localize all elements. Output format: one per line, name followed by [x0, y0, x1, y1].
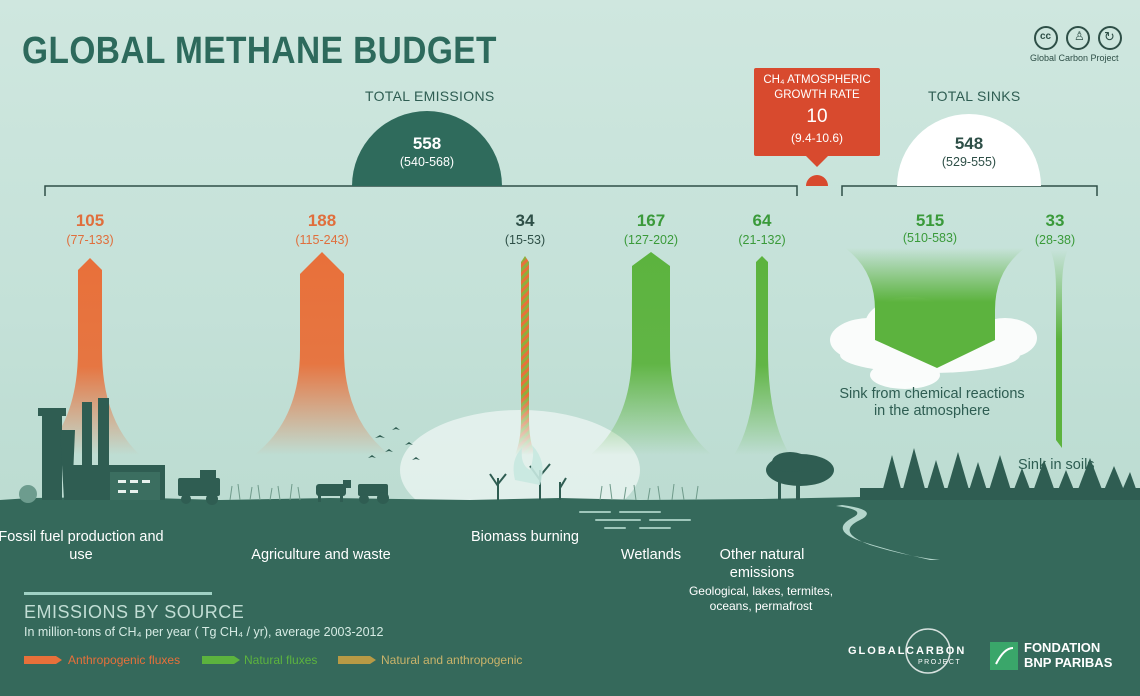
fossil-range: (77-133) [66, 233, 114, 247]
biomass-range: (15-53) [504, 233, 546, 247]
grass [229, 483, 699, 501]
agriculture-range: (115-243) [295, 233, 349, 247]
ground [0, 494, 1140, 696]
emissions-brace [44, 185, 798, 196]
arrow-other-natural [734, 256, 790, 455]
wetlands-range: (127-202) [623, 233, 679, 247]
legend-anthropogenic: Anthropogenic fluxes [68, 653, 181, 667]
share-alike-icon: ↻ [1104, 29, 1115, 44]
growth-line1: CH₄ ATMOSPHERIC [763, 74, 871, 86]
growth-value: 10 [806, 106, 828, 127]
arrow-soil-sink [1050, 250, 1068, 448]
footer-heading: EMISSIONS BY SOURCE [24, 602, 245, 622]
growth-line2: GROWTH RATE [774, 89, 860, 101]
tree [766, 452, 834, 500]
gcp-logo-ring [905, 628, 951, 674]
arrow-atmospheric-sink [845, 248, 1025, 368]
wetlands-value: 167 [636, 211, 666, 230]
atmospheric-sink-value: 515 [915, 211, 945, 230]
gcp-logo-word2: CARBON [906, 645, 967, 657]
legend-swatch-natural [202, 656, 240, 664]
legend-natural: Natural fluxes [244, 653, 318, 667]
bnp-logo-line1: FONDATION [1024, 640, 1101, 655]
other-natural-range: (21-132) [738, 233, 786, 247]
sinks-brace [841, 185, 1098, 196]
cc-icons [1034, 26, 1122, 50]
bnp-logo-icon [990, 642, 1018, 670]
other-natural-label: Other natural emissions [719, 547, 805, 581]
emissions-dome [352, 111, 502, 186]
wheel-icon [19, 485, 37, 503]
atmospheric-sink-range: (510-583) [902, 231, 958, 245]
fossil-value: 105 [75, 211, 105, 230]
credit-text: Global Carbon Project [1030, 53, 1119, 63]
fire [513, 445, 543, 485]
total-sinks-range: (529-555) [941, 155, 997, 169]
growth-rate-box [754, 68, 880, 156]
arrow-fossil-fuel [40, 258, 140, 455]
arrow-biomass [515, 256, 535, 455]
soil-sink-value: 33 [1045, 211, 1065, 230]
footer-units: In million-tons of CH₄ per year ( Tg CH₄… [24, 625, 384, 639]
growth-range: (9.4-10.6) [790, 131, 844, 145]
factory [38, 398, 165, 500]
arrow-wetlands [590, 252, 712, 455]
other-natural-sublabel: Geological, lakes, termites, oceans, per… [688, 584, 834, 613]
wetland-water [579, 511, 691, 529]
agriculture-label: Agriculture and waste [251, 547, 391, 563]
cc-icon: cc [1040, 31, 1052, 42]
forest [860, 448, 1140, 500]
total-emissions-value: 558 [412, 134, 442, 153]
soil-sink-range: (28-38) [1034, 233, 1076, 247]
other-natural-value: 64 [752, 211, 772, 230]
agriculture-value: 188 [307, 211, 337, 230]
biomass-value: 34 [515, 211, 535, 230]
river [836, 505, 940, 560]
birds [368, 427, 420, 460]
total-emissions-range: (540-568) [399, 155, 455, 169]
fossil-label: Fossil fuel production and use [0, 529, 164, 563]
legend-swatch-mixed [338, 656, 376, 664]
gcp-logo-word1: GLOBAL [848, 645, 907, 657]
wetlands-label: Wetlands [620, 547, 682, 563]
person-icon: ♙ [1074, 29, 1085, 43]
biomass-label: Biomass burning [471, 529, 579, 545]
bnp-logo-line2: BNP PARIBAS [1024, 655, 1113, 670]
factory-windows [118, 480, 150, 493]
total-sinks-label: TOTAL SINKS [928, 88, 1021, 104]
growth-dome [806, 175, 828, 186]
soil-sink-label: Sink in soils [1018, 457, 1095, 473]
sinks-dome [897, 114, 1041, 186]
page-title: GLOBAL METHANE BUDGET [22, 30, 497, 72]
gcp-logo-word3: PROJECT [918, 659, 962, 666]
total-sinks-value: 548 [954, 134, 984, 153]
legend-mixed: Natural and anthropogenic [381, 653, 523, 667]
arrow-agriculture [254, 252, 390, 455]
atmospheric-sink-label: Sink from chemical reactions in the atmo… [839, 386, 1025, 419]
farm [178, 470, 389, 505]
growth-pointer [806, 156, 828, 167]
total-emissions-label: TOTAL EMISSIONS [365, 88, 495, 104]
footer-rule [24, 592, 212, 595]
legend-swatch-anthropogenic [24, 656, 62, 664]
